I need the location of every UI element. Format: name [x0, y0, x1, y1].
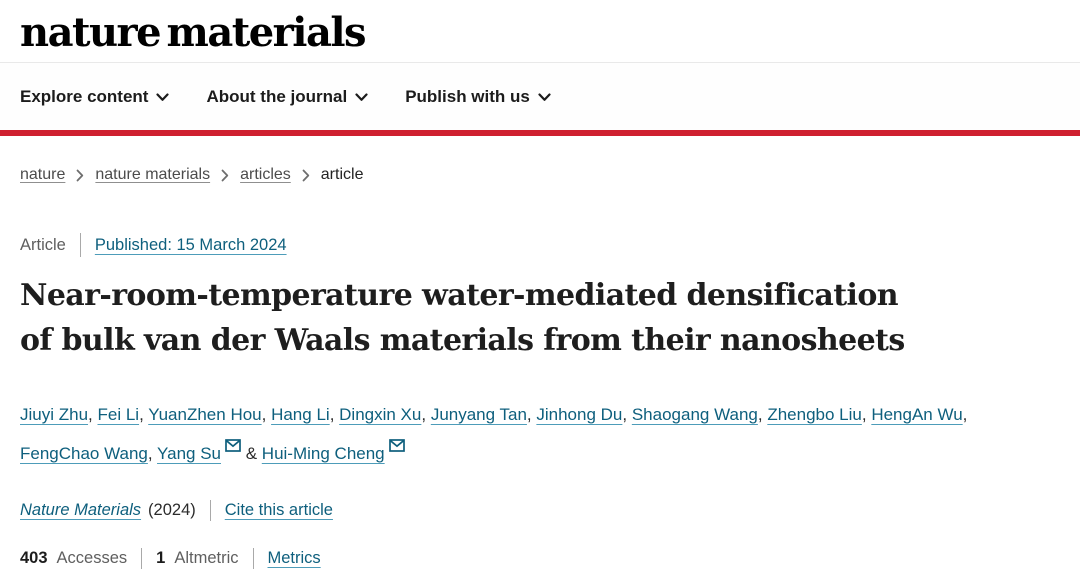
author-link[interactable]: Jinhong Du	[536, 405, 623, 424]
author-separator: ,	[861, 405, 872, 424]
nav-explore-content[interactable]: Explore content	[20, 86, 170, 107]
nav-publish-with-us[interactable]: Publish with us	[405, 87, 551, 107]
title-line: of bulk van der Waals materials from the…	[20, 323, 905, 358]
envelope-icon[interactable]	[225, 439, 241, 452]
altmetric-label: Altmetric	[174, 549, 239, 567]
author-link[interactable]: Shaogang Wang	[631, 405, 758, 424]
author-separator: ,	[261, 405, 272, 424]
author-separator: ,	[147, 444, 158, 463]
cite-this-article-link[interactable]: Cite this article	[224, 501, 333, 519]
divider	[79, 233, 81, 257]
accesses-label: Accesses	[56, 549, 128, 567]
article-type-label: Article	[20, 235, 66, 254]
breadcrumb: nature nature materials articles article	[20, 166, 1060, 184]
chevron-right-icon	[302, 168, 310, 182]
author-separator: &	[241, 444, 262, 463]
breadcrumb-link-nature[interactable]: nature	[20, 166, 66, 183]
metrics-row: 403 Accesses 1 Altmetric Metrics	[20, 548, 1060, 569]
author-list: Jiuyi Zhu, Fei Li, YuanZhen Hou, Hang Li…	[20, 395, 972, 473]
author-link[interactable]: Jiuyi Zhu	[20, 405, 89, 424]
author-link[interactable]: Junyang Tan	[430, 405, 527, 424]
author-separator: ,	[329, 405, 340, 424]
logo-row: nature materials	[0, 0, 1080, 62]
nav-about-the-journal[interactable]: About the journal	[206, 87, 368, 107]
journal-link[interactable]: Nature Materials	[20, 501, 142, 519]
author-separator: ,	[139, 405, 149, 424]
author-link[interactable]: Hang Li	[271, 405, 330, 424]
main-nav: Explore content About the journal Publis…	[0, 62, 1080, 130]
breadcrumb-link-articles[interactable]: articles	[240, 166, 291, 183]
metrics-link[interactable]: Metrics	[267, 549, 321, 567]
author-separator: ,	[622, 405, 632, 424]
author-link[interactable]: Dingxin Xu	[339, 405, 422, 424]
breadcrumb-current: article	[320, 166, 364, 183]
journal-citation-row: Nature Materials (2024) Cite this articl…	[20, 500, 1060, 521]
accesses-count: 403	[20, 549, 48, 567]
envelope-icon[interactable]	[388, 439, 405, 452]
journal-logo[interactable]: nature materials	[20, 9, 367, 56]
divider	[252, 548, 254, 569]
journal-year: (2024)	[148, 501, 196, 519]
author-separator: ,	[962, 405, 968, 424]
divider	[141, 548, 143, 569]
author-link[interactable]: Fei Li	[97, 405, 140, 424]
author-link[interactable]: YuanZhen Hou	[148, 405, 262, 424]
author-link[interactable]: Zhengbo Liu	[767, 405, 862, 424]
article-title: Near-room-temperature water-mediated den…	[20, 273, 1000, 363]
author-link[interactable]: FengChao Wang	[20, 444, 148, 463]
divider	[209, 500, 211, 521]
chevron-right-icon	[221, 168, 229, 182]
nav-item-label: About the journal	[206, 86, 348, 106]
title-line: Near-room-temperature water-mediated den…	[20, 278, 899, 313]
chevron-down-icon	[355, 91, 368, 102]
nav-item-label: Publish with us	[405, 86, 530, 106]
brand-red-bar	[0, 130, 1080, 136]
altmetric-count: 1	[156, 549, 166, 567]
article-header-section: nature nature materials articles article…	[0, 166, 1080, 569]
author-separator: ,	[757, 405, 768, 424]
author-separator: ,	[526, 405, 537, 424]
nav-item-label: Explore content	[20, 86, 149, 106]
chevron-down-icon	[156, 91, 170, 102]
article-meta-row: Article Published: 15 March 2024	[20, 233, 1060, 257]
author-separator: ,	[88, 405, 98, 424]
author-separator: ,	[421, 405, 431, 424]
chevron-right-icon	[76, 168, 84, 182]
author-link[interactable]: Hui-Ming Cheng	[261, 444, 385, 463]
chevron-down-icon	[538, 91, 551, 102]
author-link[interactable]: HengAn Wu	[871, 405, 963, 424]
breadcrumb-link-nature-materials[interactable]: nature materials	[95, 166, 211, 183]
author-link[interactable]: Yang Su	[157, 444, 221, 463]
page-header: nature materials Explore content About t…	[0, 0, 1080, 136]
published-date-link[interactable]: Published: 15 March 2024	[94, 235, 287, 254]
